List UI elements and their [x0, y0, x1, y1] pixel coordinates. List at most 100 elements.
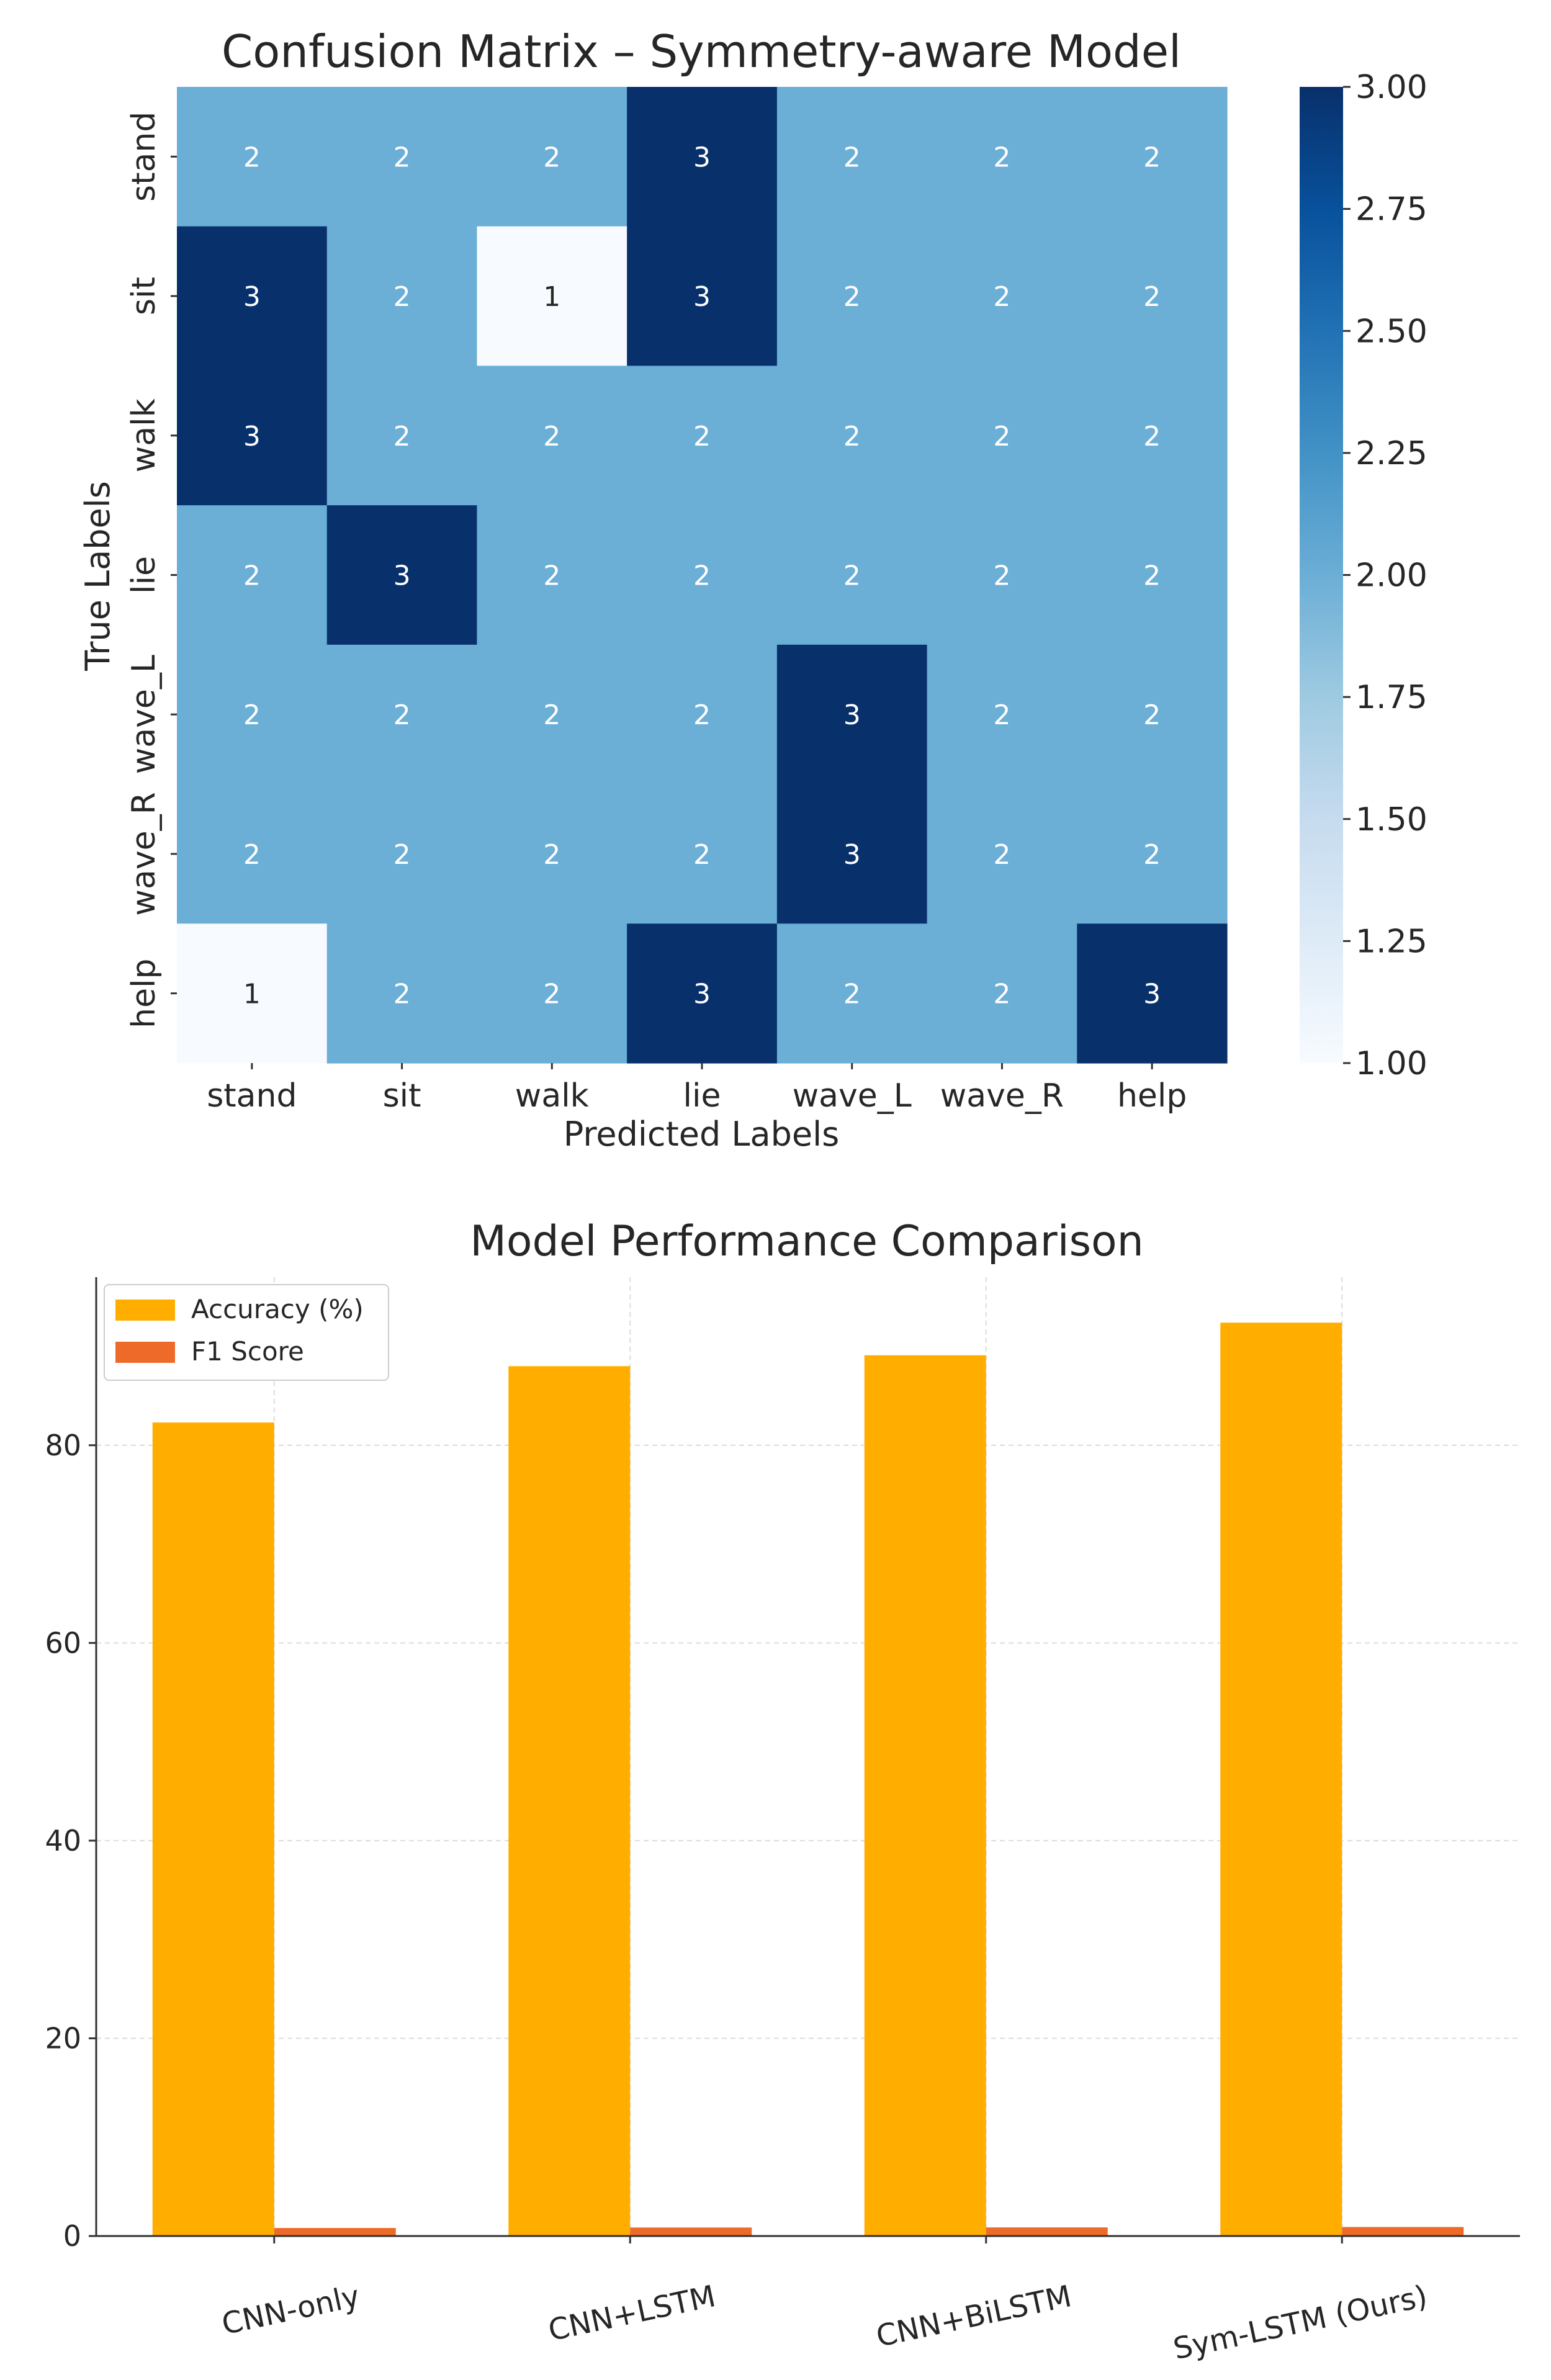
heatmap-cell [477, 923, 627, 1064]
y-tick-label: 80 [45, 1429, 81, 1462]
heatmap-cell [477, 366, 627, 506]
cell-value-label: 2 [1143, 141, 1161, 173]
cell-value-label: 2 [393, 141, 411, 173]
f1-score-bar [630, 2227, 752, 2236]
bar-chart-axes [95, 1277, 1520, 2237]
colorbar-tick-label: 1.75 [1355, 679, 1427, 716]
heatmap-cell [627, 87, 778, 227]
colorbar-tick-label: 1.00 [1355, 1045, 1427, 1082]
cell-value-label: 2 [1143, 560, 1161, 592]
heatmap-cell [177, 923, 328, 1064]
cell-value-label: 2 [1143, 839, 1161, 871]
heatmap-cell [477, 784, 627, 924]
heatmap-cell [326, 923, 478, 1064]
confusion-matrix-chart: Confusion Matrix – Symmetry-aware Model … [78, 25, 1427, 1154]
heatmap-cell [1077, 366, 1228, 506]
x-tick-label: wave_L [793, 1077, 912, 1115]
cell-value-label: 2 [993, 699, 1010, 731]
heatmap-cell [927, 87, 1077, 227]
heatmap-cell [477, 87, 627, 227]
cell-value-label: 2 [993, 839, 1010, 871]
f1-score-bar [986, 2227, 1108, 2236]
colorbar-ticks: 1.00 1.25 1.50 1.75 2.00 2.25 2.50 2.75 3.00 [1343, 69, 1427, 1082]
heatmap-cell [776, 505, 928, 645]
bar-chart-title: Model Performance Comparison [470, 1217, 1143, 1266]
y-tick-label: 40 [45, 1824, 81, 1857]
cell-value-label: 2 [243, 560, 261, 592]
colorbar-tick-label: 2.75 [1355, 191, 1427, 228]
heatmap-cell [177, 366, 328, 506]
cell-value-label: 3 [843, 699, 861, 731]
heatmap-cell [1077, 505, 1228, 645]
x-tick-label: Sym-LSTM (Ours) [1171, 2279, 1431, 2366]
cell-value-label: 2 [243, 141, 261, 173]
heatmap-cell [177, 87, 328, 227]
cell-value-label: 3 [393, 560, 411, 592]
confusion-matrix-y-label: True Labels [78, 481, 117, 671]
heatmap-cell [927, 784, 1077, 924]
cell-value-label: 2 [393, 281, 411, 313]
cell-value-label: 3 [693, 141, 711, 173]
colorbar-tick-label: 2.25 [1355, 435, 1427, 472]
confusion-matrix-x-label: Predicted Labels [564, 1115, 839, 1154]
cell-value-label: 2 [993, 281, 1010, 313]
bar-chart-bars [152, 1322, 1464, 2236]
y-tick-label: 60 [45, 1626, 81, 1659]
cell-value-label: 2 [843, 560, 861, 592]
heatmap-cell [776, 226, 928, 367]
cell-value-label: 2 [393, 979, 411, 1010]
cell-value-label: 2 [393, 699, 411, 731]
heatmap-cell [927, 226, 1077, 367]
cell-value-label: 2 [1143, 281, 1161, 313]
y-tick-label: help [125, 958, 163, 1028]
cell-value-label: 2 [543, 839, 560, 871]
cell-value-label: 3 [243, 281, 261, 313]
cell-value-label: 2 [543, 421, 560, 452]
cell-value-label: 2 [843, 421, 861, 452]
cell-value-label: 2 [393, 839, 411, 871]
legend-label: F1 Score [191, 1336, 304, 1367]
cell-value-label: 2 [543, 699, 560, 731]
heatmap-cell [477, 226, 627, 367]
colorbar-tick-label: 2.00 [1355, 557, 1427, 595]
heatmap-cell [627, 784, 778, 924]
cell-value-label: 1 [243, 979, 261, 1010]
y-tick-label: wave_R [125, 792, 163, 915]
heatmap-cell [776, 644, 928, 785]
y-tick-label: sit [125, 277, 163, 315]
colorbar [1300, 87, 1343, 1063]
performance-bar-chart: Model Performance Comparison 0 20 40 60 80 C… [45, 1217, 1520, 2366]
heatmap-cell [1077, 87, 1228, 227]
colorbar-tick-label: 2.50 [1355, 313, 1427, 350]
heatmap-cell [627, 644, 778, 785]
confusion-matrix-title: Confusion Matrix – Symmetry-aware Model [222, 25, 1181, 78]
cell-value-label: 2 [543, 979, 560, 1010]
confusion-matrix-cells: 2 2 2 3 2 2 2 3 2 1 3 2 2 2 3 2 2 2 2 2 2 2 3 2 2 2 2 2 2 2 2 2 3 2 2 2 2 2 2 3… [177, 87, 1228, 1064]
cell-value-label: 2 [1143, 699, 1161, 731]
cell-value-label: 3 [693, 979, 711, 1010]
f1-score-bar [274, 2228, 396, 2236]
heatmap-cell [1077, 644, 1228, 785]
x-tick-label: help [1117, 1077, 1187, 1115]
y-tick-label: 20 [45, 2021, 81, 2055]
cell-value-label: 1 [543, 281, 560, 313]
y-tick-label: lie [125, 556, 163, 594]
cell-value-label: 2 [693, 421, 711, 452]
heatmap-cell [477, 644, 627, 785]
legend-label: Accuracy (%) [191, 1294, 364, 1324]
accuracy-bar [508, 1366, 631, 2236]
cell-value-label: 2 [693, 560, 711, 592]
heatmap-cell [776, 784, 928, 924]
cell-value-label: 2 [1143, 421, 1161, 452]
x-tick-label: walk [515, 1077, 589, 1115]
cell-value-label: 2 [543, 141, 560, 173]
heatmap-cell [627, 226, 778, 367]
cell-value-label: 2 [843, 281, 861, 313]
heatmap-cell [177, 505, 328, 645]
heatmap-cell [927, 505, 1077, 645]
heatmap-cell [1077, 784, 1228, 924]
heatmap-cell [326, 87, 478, 227]
cell-value-label: 2 [543, 560, 560, 592]
heatmap-cell [326, 505, 478, 645]
bar-chart-legend: Accuracy (%) F1 Score [104, 1284, 389, 1381]
